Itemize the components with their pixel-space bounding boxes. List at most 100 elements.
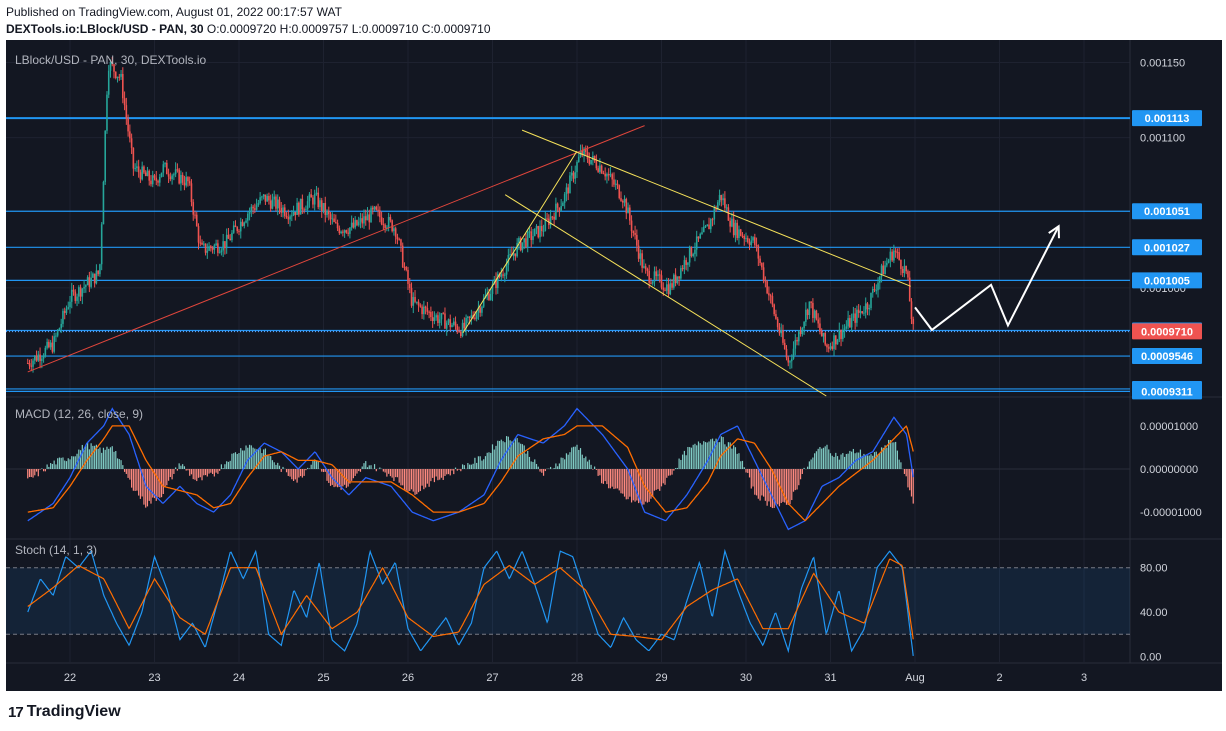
candle-body <box>294 212 297 215</box>
candle-body <box>169 176 172 180</box>
candle-body <box>738 229 740 238</box>
candle-body <box>581 150 584 156</box>
candle-body <box>262 194 265 197</box>
candle-body <box>123 98 126 106</box>
candle-body <box>204 243 207 253</box>
candle-body <box>338 228 341 234</box>
candle-body <box>912 318 915 325</box>
candle-body <box>695 236 698 250</box>
candle-body <box>438 319 441 323</box>
time-tick-label: 26 <box>402 672 414 684</box>
candle-body <box>125 105 128 119</box>
stoch-pane-title: Stoch (14, 1, 3) <box>15 543 97 557</box>
candle-body <box>153 175 156 178</box>
candle-body <box>194 214 196 216</box>
candle-body <box>863 312 865 314</box>
candle-body <box>528 231 531 233</box>
candle-body <box>592 155 594 160</box>
candle-body <box>129 131 131 139</box>
candle-body <box>39 354 41 361</box>
candle-body <box>877 282 879 291</box>
candle-body <box>688 246 691 263</box>
candle-body <box>792 348 795 359</box>
candle-body <box>829 346 832 349</box>
candle-body <box>97 270 99 275</box>
candle-body <box>778 327 781 334</box>
candle-body <box>139 172 142 180</box>
candle-body <box>583 148 585 156</box>
candle-body <box>845 326 848 329</box>
candle-body <box>208 246 210 251</box>
candle-body <box>711 219 714 221</box>
trend-line-red <box>27 125 645 373</box>
candle-body <box>639 253 642 259</box>
candle-body <box>810 301 812 303</box>
candle-body <box>405 267 408 270</box>
candle-body <box>873 289 876 291</box>
candle-body <box>336 222 339 229</box>
candle-body <box>850 317 853 328</box>
candle-body <box>549 216 552 226</box>
candle-body <box>715 208 717 210</box>
candle-body <box>218 252 221 254</box>
chart-area[interactable]: 0.001150 0.001100 0.001000 0.001113 0.001051… <box>6 40 1222 691</box>
candle-body <box>669 283 672 295</box>
candle-body <box>509 254 511 256</box>
candle-body <box>607 173 610 176</box>
candle-body <box>158 177 161 183</box>
candle-body <box>533 228 536 237</box>
chart-svg[interactable]: 0.0011500.0011000.0010000.0011130.001051… <box>6 40 1222 691</box>
candle-body <box>396 236 399 240</box>
candle-body <box>702 226 705 233</box>
level-tag-label: 0.001113 <box>1145 113 1190 125</box>
candle-body <box>440 313 443 320</box>
candle-body <box>55 335 57 337</box>
candle-body <box>731 218 733 227</box>
candle-body <box>444 313 446 329</box>
candle-body <box>225 234 228 249</box>
candle-body <box>95 270 98 284</box>
candle-body <box>475 312 478 319</box>
candle-body <box>357 221 360 226</box>
candle-body <box>653 271 656 282</box>
candle-body <box>206 250 209 253</box>
signal-line <box>27 425 914 522</box>
candle-body <box>903 265 906 274</box>
candle-body <box>720 194 723 201</box>
candle-body <box>673 274 675 288</box>
candle-body <box>796 339 798 342</box>
candle-body <box>88 277 91 287</box>
time-tick-label: 30 <box>740 672 752 684</box>
candle-body <box>151 175 154 185</box>
footer-brand[interactable]: 17 TradingView <box>8 703 121 721</box>
candle-body <box>289 216 291 220</box>
candle-body <box>144 172 147 177</box>
candle-body <box>882 265 885 275</box>
candle-body <box>173 174 175 176</box>
candle-body <box>127 118 129 132</box>
candle-body <box>268 196 270 201</box>
candle-body <box>81 288 84 297</box>
candle-body <box>745 238 747 240</box>
candle-body <box>56 330 59 336</box>
candle-body <box>424 306 427 308</box>
candle-body <box>394 228 397 237</box>
time-tick-label: 22 <box>64 672 76 684</box>
candle-body <box>220 250 223 253</box>
candle-body <box>134 168 136 170</box>
candle-body <box>481 306 483 313</box>
candle-body <box>894 250 897 253</box>
candle-body <box>342 231 344 233</box>
candle-body <box>447 319 450 323</box>
candle-body <box>609 174 612 176</box>
candle-body <box>523 238 525 243</box>
last-price-label: 0.0009710 <box>1141 326 1193 338</box>
candle-body <box>512 253 515 256</box>
candle-body <box>537 225 540 238</box>
candle-body <box>621 200 624 203</box>
candle-body <box>296 202 298 215</box>
candle-body <box>808 301 811 316</box>
candle-body <box>250 206 253 212</box>
candle-body <box>49 342 52 348</box>
candle-body <box>847 318 849 327</box>
